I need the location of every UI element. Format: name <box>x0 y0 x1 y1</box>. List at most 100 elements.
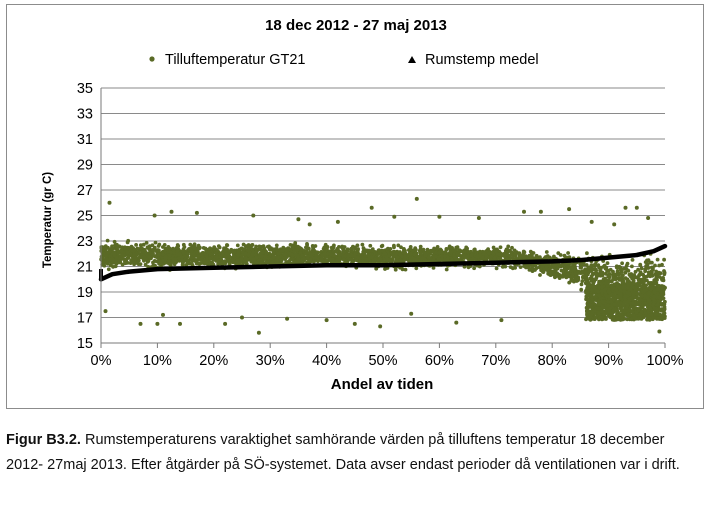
scatter-point <box>590 277 595 282</box>
scatter-point <box>157 248 161 253</box>
x-tick-label: 70% <box>481 353 510 369</box>
legend-marker-supply-air <box>149 56 155 62</box>
scatter-point <box>115 242 119 247</box>
scatter-point <box>113 258 118 263</box>
scatter-point <box>331 246 335 251</box>
scatter-point <box>518 265 523 269</box>
scatter-point <box>175 249 180 254</box>
scatter-point <box>498 245 503 250</box>
x-tick-label: 10% <box>143 353 172 369</box>
scatter-point <box>102 251 106 256</box>
scatter-point <box>105 238 110 243</box>
scatter-point <box>658 271 663 276</box>
scatter-point <box>570 266 574 270</box>
scatter-point <box>581 262 586 267</box>
scatter-point <box>655 284 660 289</box>
scatter-point <box>662 269 666 273</box>
scatter-point <box>490 250 495 255</box>
scatter-point <box>593 302 597 307</box>
scatter-point <box>647 290 651 295</box>
scatter-point <box>171 246 176 251</box>
scatter-point <box>506 253 511 258</box>
scatter-point <box>600 305 605 310</box>
scatter-point <box>191 252 196 256</box>
scatter-point <box>434 250 438 255</box>
scatter-point <box>106 267 111 272</box>
scatter-point <box>622 300 627 304</box>
scatter-point <box>189 249 194 254</box>
scatter-point <box>202 258 207 262</box>
scatter-outlier <box>335 219 340 224</box>
scatter-point <box>270 260 275 265</box>
scatter-point <box>637 273 641 278</box>
scatter-point <box>612 302 617 307</box>
scatter-point <box>629 317 634 321</box>
scatter-point <box>151 247 156 252</box>
scatter-point <box>143 248 147 252</box>
scatter-point <box>566 251 570 255</box>
scatter-point <box>625 317 630 322</box>
scatter-point <box>105 261 110 265</box>
scatter-point <box>623 270 628 275</box>
scatter-point <box>588 293 592 298</box>
scatter-point <box>143 262 148 267</box>
scatter-outlier <box>392 214 397 219</box>
scatter-point <box>176 244 181 248</box>
scatter-point <box>630 258 635 262</box>
scatter-point <box>492 256 497 261</box>
scatter-point <box>380 243 385 248</box>
scatter-point <box>217 245 222 250</box>
scatter-point <box>647 281 652 286</box>
scatter-point <box>618 303 622 308</box>
scatter-point <box>128 261 133 265</box>
scatter-point <box>444 267 449 272</box>
scatter-point <box>178 253 183 257</box>
scatter-point <box>102 263 107 268</box>
scatter-point <box>472 266 476 271</box>
scatter-point <box>638 283 642 288</box>
scatter-point <box>578 261 583 266</box>
scatter-point <box>230 257 234 262</box>
scatter-point <box>434 254 438 259</box>
scatter-point <box>630 264 634 269</box>
scatter-point <box>400 254 404 259</box>
scatter-point <box>235 258 240 263</box>
scatter-point <box>545 254 550 258</box>
y-tick-label: 27 <box>77 183 93 199</box>
scatter-point <box>617 285 621 289</box>
scatter-point <box>585 251 589 256</box>
scatter-point <box>636 267 640 272</box>
scatter-point <box>235 243 240 248</box>
scatter-point <box>413 248 418 252</box>
scatter-point <box>290 257 295 261</box>
scatter-point <box>586 270 591 275</box>
scatter-point <box>590 288 595 293</box>
legend-label-room-temp: Rumstemp medel <box>425 52 539 68</box>
scatter-point <box>390 251 395 256</box>
scatter-point <box>399 245 403 250</box>
scatter-point <box>657 263 662 268</box>
scatter-point <box>559 268 564 273</box>
scatter-point <box>421 256 425 260</box>
scatter-point <box>475 254 479 259</box>
scatter-outlier <box>240 315 244 320</box>
scatter-point <box>245 248 250 253</box>
y-tick-label: 17 <box>77 311 93 327</box>
figure-label: Figur B3.2. <box>6 432 81 448</box>
scatter-point <box>471 256 475 261</box>
scatter-outlier <box>307 222 312 227</box>
scatter-point <box>632 316 637 321</box>
scatter-point <box>592 285 597 290</box>
scatter-point <box>192 255 196 260</box>
scatter-point <box>300 260 305 265</box>
scatter-point <box>498 257 503 261</box>
scatter-point <box>585 279 590 284</box>
scatter-point <box>466 249 470 254</box>
scatter-point <box>402 248 407 253</box>
scatter-point <box>556 251 561 256</box>
scatter-point <box>139 246 144 251</box>
scatter-point <box>421 247 426 252</box>
scatter-point <box>645 274 649 279</box>
scatter-point <box>640 293 644 298</box>
scatter-point <box>341 257 346 262</box>
